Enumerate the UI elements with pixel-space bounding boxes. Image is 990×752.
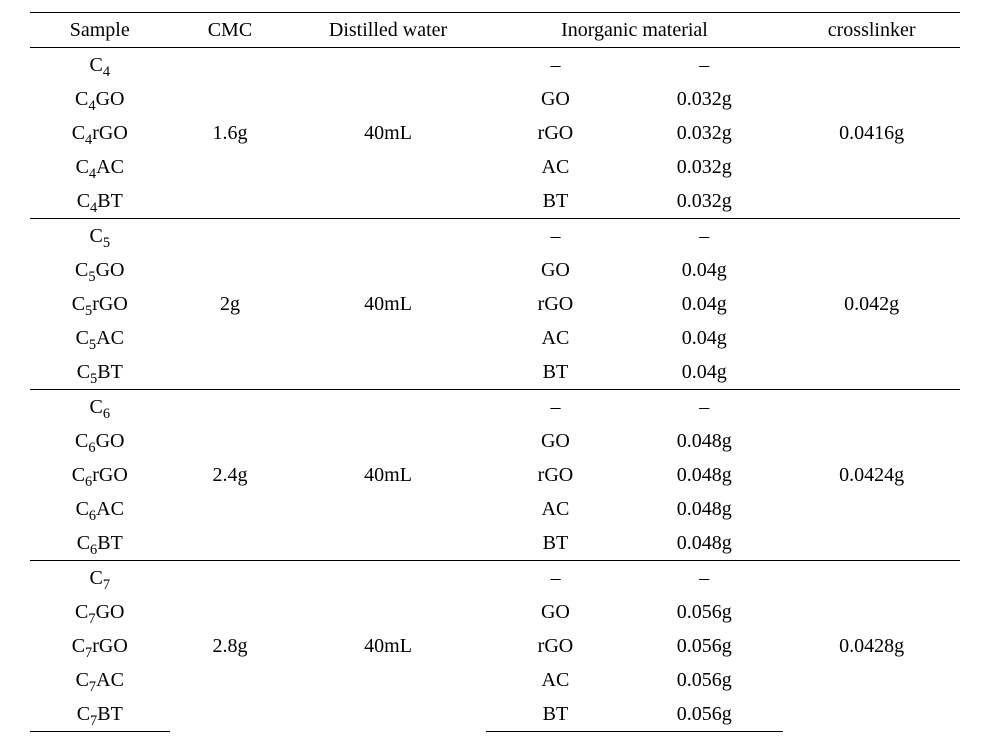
- cell-amount: 0.04g: [625, 355, 783, 390]
- cell-amount: 0.048g: [625, 458, 783, 492]
- cell-sample: C5BT: [30, 355, 170, 390]
- header-row: Sample CMC Distilled water Inorganic mat…: [30, 13, 960, 48]
- cell-material: rGO: [486, 458, 626, 492]
- table-head: Sample CMC Distilled water Inorganic mat…: [30, 13, 960, 48]
- header-inorganic: Inorganic material: [486, 13, 784, 48]
- cell-water: 40mL: [290, 390, 485, 561]
- cell-sample: C6AC: [30, 492, 170, 526]
- cell-sample: C5AC: [30, 321, 170, 355]
- cell-crosslinker: 0.0424g: [783, 390, 960, 561]
- cell-sample: C6: [30, 390, 170, 425]
- cell-sample: C7rGO: [30, 629, 170, 663]
- cell-material: –: [486, 561, 626, 596]
- cell-material: –: [486, 219, 626, 254]
- cell-amount: 0.032g: [625, 116, 783, 150]
- cell-cmc: 1.6g: [170, 48, 291, 219]
- header-crosslinker: crosslinker: [783, 13, 960, 48]
- cell-material: GO: [486, 82, 626, 116]
- header-water: Distilled water: [290, 13, 485, 48]
- data-table: Sample CMC Distilled water Inorganic mat…: [30, 12, 960, 732]
- header-cmc: CMC: [170, 13, 291, 48]
- cell-amount: 0.048g: [625, 424, 783, 458]
- cell-material: AC: [486, 492, 626, 526]
- table-row: C41.6g40mL––0.0416g: [30, 48, 960, 83]
- cell-sample: C4AC: [30, 150, 170, 184]
- cell-amount: 0.04g: [625, 287, 783, 321]
- cell-sample: C5GO: [30, 253, 170, 287]
- cell-sample: C6BT: [30, 526, 170, 561]
- cell-amount: 0.04g: [625, 253, 783, 287]
- cell-sample: C5rGO: [30, 287, 170, 321]
- cell-water: 40mL: [290, 561, 485, 732]
- cell-amount: 0.048g: [625, 526, 783, 561]
- cell-water: 40mL: [290, 219, 485, 390]
- cell-material: GO: [486, 424, 626, 458]
- cell-amount: –: [625, 390, 783, 425]
- cell-amount: 0.032g: [625, 184, 783, 219]
- cell-water: 40mL: [290, 48, 485, 219]
- cell-sample: C7BT: [30, 697, 170, 732]
- cell-sample: C4rGO: [30, 116, 170, 150]
- cell-amount: 0.048g: [625, 492, 783, 526]
- cell-amount: 0.056g: [625, 595, 783, 629]
- cell-material: –: [486, 390, 626, 425]
- cell-sample: C5: [30, 219, 170, 254]
- cell-material: GO: [486, 253, 626, 287]
- cell-material: BT: [486, 184, 626, 219]
- cell-material: –: [486, 48, 626, 83]
- cell-material: AC: [486, 150, 626, 184]
- cell-material: rGO: [486, 629, 626, 663]
- cell-sample: C4BT: [30, 184, 170, 219]
- page: Sample CMC Distilled water Inorganic mat…: [0, 0, 990, 752]
- cell-material: AC: [486, 663, 626, 697]
- cell-material: rGO: [486, 287, 626, 321]
- cell-crosslinker: 0.0416g: [783, 48, 960, 219]
- cell-material: GO: [486, 595, 626, 629]
- cell-cmc: 2g: [170, 219, 291, 390]
- cell-amount: 0.056g: [625, 697, 783, 732]
- cell-amount: 0.04g: [625, 321, 783, 355]
- cell-amount: –: [625, 219, 783, 254]
- cell-sample: C4GO: [30, 82, 170, 116]
- cell-sample: C4: [30, 48, 170, 83]
- cell-amount: –: [625, 561, 783, 596]
- cell-amount: –: [625, 48, 783, 83]
- cell-material: BT: [486, 355, 626, 390]
- cell-cmc: 2.8g: [170, 561, 291, 732]
- table-row: C52g40mL––0.042g: [30, 219, 960, 254]
- cell-sample: C7: [30, 561, 170, 596]
- cell-amount: 0.056g: [625, 629, 783, 663]
- cell-material: BT: [486, 697, 626, 732]
- cell-material: BT: [486, 526, 626, 561]
- table-row: C72.8g40mL––0.0428g: [30, 561, 960, 596]
- cell-crosslinker: 0.0428g: [783, 561, 960, 732]
- cell-sample: C7AC: [30, 663, 170, 697]
- cell-amount: 0.032g: [625, 150, 783, 184]
- cell-material: rGO: [486, 116, 626, 150]
- cell-sample: C7GO: [30, 595, 170, 629]
- header-sample: Sample: [30, 13, 170, 48]
- table-row: C62.4g40mL––0.0424g: [30, 390, 960, 425]
- cell-amount: 0.032g: [625, 82, 783, 116]
- cell-sample: C6rGO: [30, 458, 170, 492]
- cell-cmc: 2.4g: [170, 390, 291, 561]
- cell-amount: 0.056g: [625, 663, 783, 697]
- cell-material: AC: [486, 321, 626, 355]
- cell-sample: C6GO: [30, 424, 170, 458]
- cell-crosslinker: 0.042g: [783, 219, 960, 390]
- table-body: C41.6g40mL––0.0416gC4GOGO0.032gC4rGOrGO0…: [30, 48, 960, 732]
